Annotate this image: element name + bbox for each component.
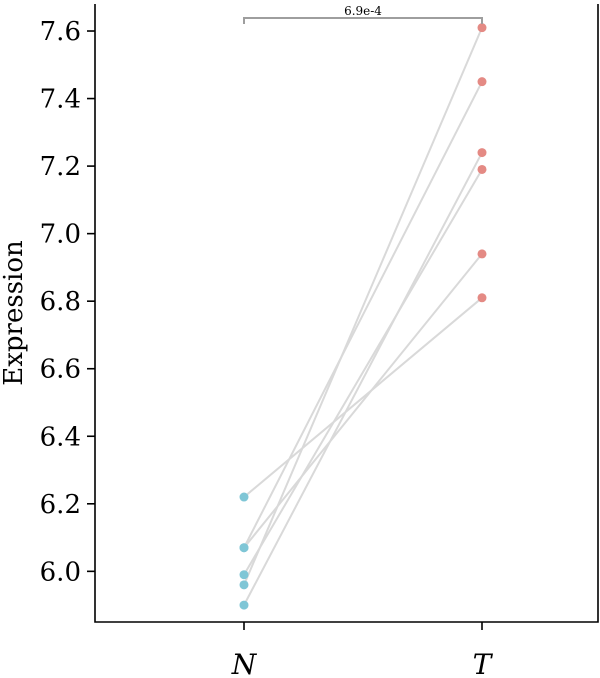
y-tick-label: 6.8	[40, 287, 81, 317]
point-n	[239, 543, 249, 553]
pair-line	[243, 168, 483, 576]
pair-line	[243, 81, 483, 549]
y-tick-label: 7.0	[40, 220, 81, 250]
point-t	[477, 23, 487, 33]
pair-line	[243, 152, 483, 606]
y-tick-label: 7.6	[40, 17, 81, 47]
point-t	[477, 293, 487, 303]
point-t	[477, 77, 487, 87]
pair-line	[243, 253, 483, 549]
point-n	[239, 600, 249, 610]
x-tick-label-N: N	[231, 648, 258, 678]
pair-line	[243, 297, 483, 498]
pair-lines	[243, 27, 483, 606]
point-t	[477, 148, 487, 158]
y-axis-title: Expression	[0, 240, 29, 386]
point-n	[239, 492, 249, 502]
significance-bracket: 6.9e-4	[243, 4, 483, 24]
pair-line	[243, 27, 483, 586]
p-value-label: 6.9e-4	[344, 4, 382, 18]
y-tick-label: 6.0	[40, 557, 81, 587]
y-axis-ticks: 6.0 6.2 6.4 6.6 6.8 7.0 7.2 7.4 7.6	[40, 17, 95, 587]
y-tick-label: 6.6	[40, 355, 81, 385]
bracket-line	[243, 17, 483, 24]
y-tick-label: 7.4	[40, 85, 81, 115]
axis-frame	[94, 4, 599, 623]
point-t	[477, 164, 487, 174]
axes	[94, 4, 599, 623]
y-tick-label: 7.2	[40, 152, 81, 182]
point-n	[239, 580, 249, 590]
data-points	[239, 23, 487, 610]
point-t	[477, 249, 487, 259]
x-tick-label-T: T	[473, 648, 494, 678]
y-tick-label: 6.4	[40, 422, 81, 452]
point-n	[239, 570, 249, 580]
y-tick-label: 6.2	[40, 490, 81, 520]
